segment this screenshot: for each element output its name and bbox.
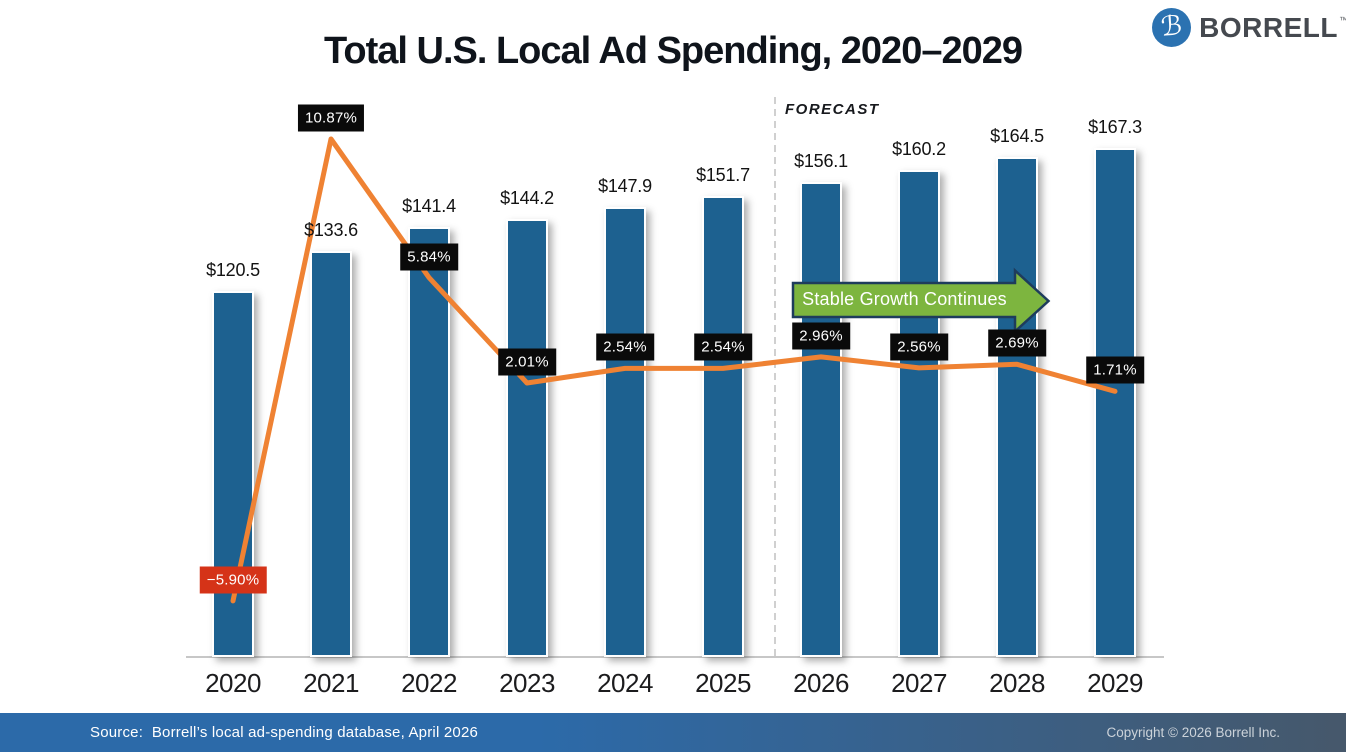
growth-label-2022: 5.84% <box>400 243 458 271</box>
bar-value-label-2020: $120.5 <box>206 259 260 280</box>
x-axis-line <box>186 656 1164 658</box>
bar-2029 <box>1094 148 1136 657</box>
bar-2024 <box>604 207 646 657</box>
growth-label-2023: 2.01% <box>498 348 556 376</box>
x-axis-label-2027: 2027 <box>891 668 947 698</box>
trademark-symbol: ™ <box>1339 15 1346 25</box>
x-axis-label-2028: 2028 <box>989 668 1045 698</box>
growth-label-2027: 2.56% <box>890 333 948 361</box>
growth-label-2024: 2.54% <box>596 333 654 361</box>
x-axis-label-2022: 2022 <box>401 668 457 698</box>
bar-2025 <box>702 195 744 657</box>
copyright-note: Copyright © 2026 Borrell Inc. <box>1106 725 1280 740</box>
x-axis-label-2020: 2020 <box>205 668 261 698</box>
borrell-logo: ℬ BORRELL ™ <box>1152 8 1346 47</box>
bar-2022 <box>408 227 450 657</box>
chart-title: Total U.S. Local Ad Spending, 2020–2029 <box>324 30 1023 72</box>
growth-trend-line <box>230 136 1118 604</box>
growth-label-2026: 2.96% <box>792 322 850 350</box>
bar-2023 <box>506 218 548 657</box>
footer-bar: Source: Borrell’s local ad-spending data… <box>0 713 1346 752</box>
x-axis-label-2025: 2025 <box>695 668 751 698</box>
source-note: Source: Borrell’s local ad-spending data… <box>90 724 479 741</box>
borrell-monogram: ℬ <box>1159 10 1184 43</box>
bar-2028 <box>996 156 1038 657</box>
bar-value-label-2021: $133.6 <box>304 219 358 240</box>
growth-label-2020: −5.90% <box>199 566 267 594</box>
bar-2021 <box>310 250 352 657</box>
bar-2020 <box>212 290 254 657</box>
forecast-label: FORECAST <box>785 101 880 118</box>
bar-value-label-2029: $167.3 <box>1088 117 1142 138</box>
x-axis-label-2021: 2021 <box>303 668 359 698</box>
x-axis-label-2024: 2024 <box>597 668 653 698</box>
x-axis-label-2029: 2029 <box>1087 668 1143 698</box>
bar-2027 <box>898 169 940 657</box>
bar-2026 <box>800 182 842 657</box>
borrell-wordmark: BORRELL <box>1199 11 1338 43</box>
growth-label-2025: 2.54% <box>694 333 752 361</box>
x-axis-label-2026: 2026 <box>793 668 849 698</box>
growth-label-2021: 10.87% <box>297 104 365 132</box>
borrell-logo-icon: ℬ <box>1152 8 1192 47</box>
x-axis-label-2023: 2023 <box>499 668 555 698</box>
growth-label-2029: 1.71% <box>1086 356 1144 384</box>
growth-label-2028: 2.69% <box>988 329 1046 357</box>
stable-growth-arrow-label: Stable Growth Continues <box>802 289 1007 309</box>
